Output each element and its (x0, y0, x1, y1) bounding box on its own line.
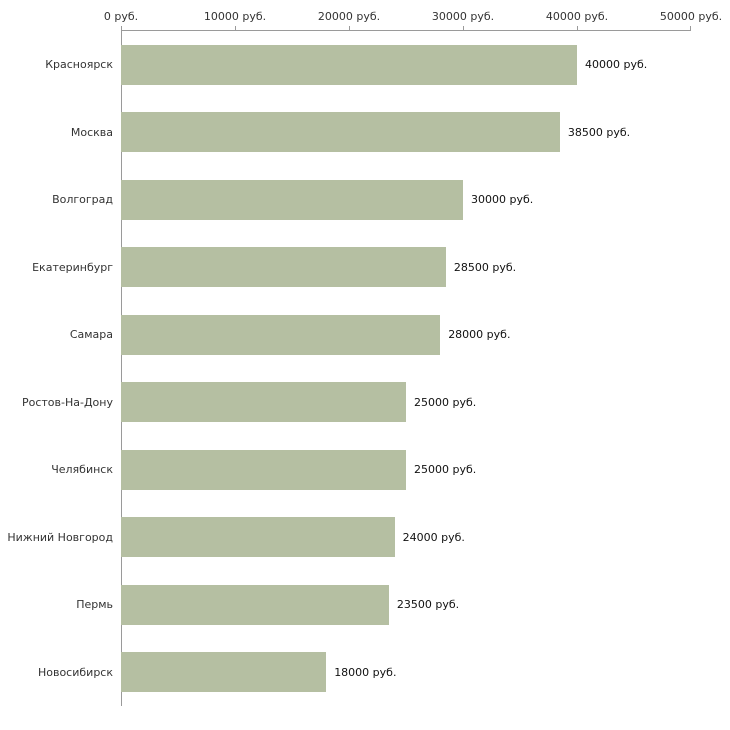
chart-rows: Красноярск 40000 руб. Москва 38500 руб. Волг… (0, 31, 730, 706)
value-label: 30000 руб. (471, 193, 534, 207)
value-label: 25000 руб. (414, 395, 477, 409)
category-label: Нижний Новгород (7, 530, 113, 544)
value-label: 28000 руб. (448, 328, 511, 342)
bar (121, 247, 446, 288)
x-tick (121, 26, 122, 31)
chart-row: Москва 38500 руб. (0, 99, 730, 167)
chart-row: Пермь 23500 руб. (0, 571, 730, 639)
x-tick (690, 26, 691, 31)
bar-area: 18000 руб. (121, 639, 721, 707)
category-label: Волгоград (52, 193, 113, 207)
bar-area: 30000 руб. (121, 166, 721, 234)
bar-area: 23500 руб. (121, 571, 721, 639)
category-label: Новосибирск (37, 665, 113, 679)
value-label: 23500 руб. (396, 598, 460, 612)
x-axis-line: 0 руб. 10000 руб. 20000 руб. 30000 руб. 4000… (104, 10, 722, 31)
category-label: Красноярск (45, 58, 113, 72)
y-axis-line (121, 30, 122, 706)
x-tick-label: 0 руб. (103, 10, 139, 23)
value-label: 18000 руб. (334, 665, 397, 679)
chart-row: Волгоград 30000 руб. (0, 166, 730, 234)
bar (121, 314, 441, 355)
x-tick (235, 26, 236, 31)
bar-area: 28500 руб. (121, 234, 721, 302)
bar (121, 449, 406, 490)
category-label: Екатеринбург (32, 260, 113, 274)
bar (121, 517, 395, 558)
x-tick-label: 50000 руб. (659, 10, 723, 23)
value-label: 40000 руб. (585, 58, 648, 72)
chart-row: Нижний Новгород 24000 руб. (0, 504, 730, 572)
bar-area: 25000 руб. (121, 369, 721, 437)
x-tick (577, 26, 578, 31)
chart-row: Самара 28000 руб. (0, 301, 730, 369)
bar-area: 25000 руб. (121, 436, 721, 504)
category-label: Москва (70, 125, 113, 139)
chart-row: Челябинск 25000 руб. (0, 436, 730, 504)
category-label: Ростов-На-Дону (21, 395, 113, 409)
x-tick (463, 26, 464, 31)
bar (121, 179, 463, 220)
chart-row: Ростов-На-Дону 25000 руб. (0, 369, 730, 437)
value-label: 24000 руб. (402, 530, 465, 544)
x-tick-label: 30000 руб. (431, 10, 495, 23)
bar-area: 40000 руб. (121, 31, 721, 99)
chart-row: Новосибирск 18000 руб. (0, 639, 730, 707)
bar (121, 652, 327, 693)
x-tick-label: 20000 руб. (317, 10, 381, 23)
category-label: Пермь (76, 598, 113, 612)
bar (121, 584, 389, 625)
chart-row: Екатеринбург 28500 руб. (0, 234, 730, 302)
value-label: 25000 руб. (414, 463, 477, 477)
bar-area: 38500 руб. (121, 99, 721, 167)
bar-area: 28000 руб. (121, 301, 721, 369)
x-tick-label: 10000 руб. (203, 10, 267, 23)
bar (121, 382, 406, 423)
value-label: 28500 руб. (453, 260, 517, 274)
x-tick (349, 26, 350, 31)
bar-area: 24000 руб. (121, 504, 721, 572)
bar (121, 44, 577, 85)
category-label: Челябинск (51, 463, 113, 477)
value-label: 38500 руб. (567, 125, 631, 139)
chart-row: Красноярск 40000 руб. (0, 31, 730, 99)
x-tick-label: 40000 руб. (545, 10, 609, 23)
category-label: Самара (69, 328, 113, 342)
bar (121, 112, 560, 153)
